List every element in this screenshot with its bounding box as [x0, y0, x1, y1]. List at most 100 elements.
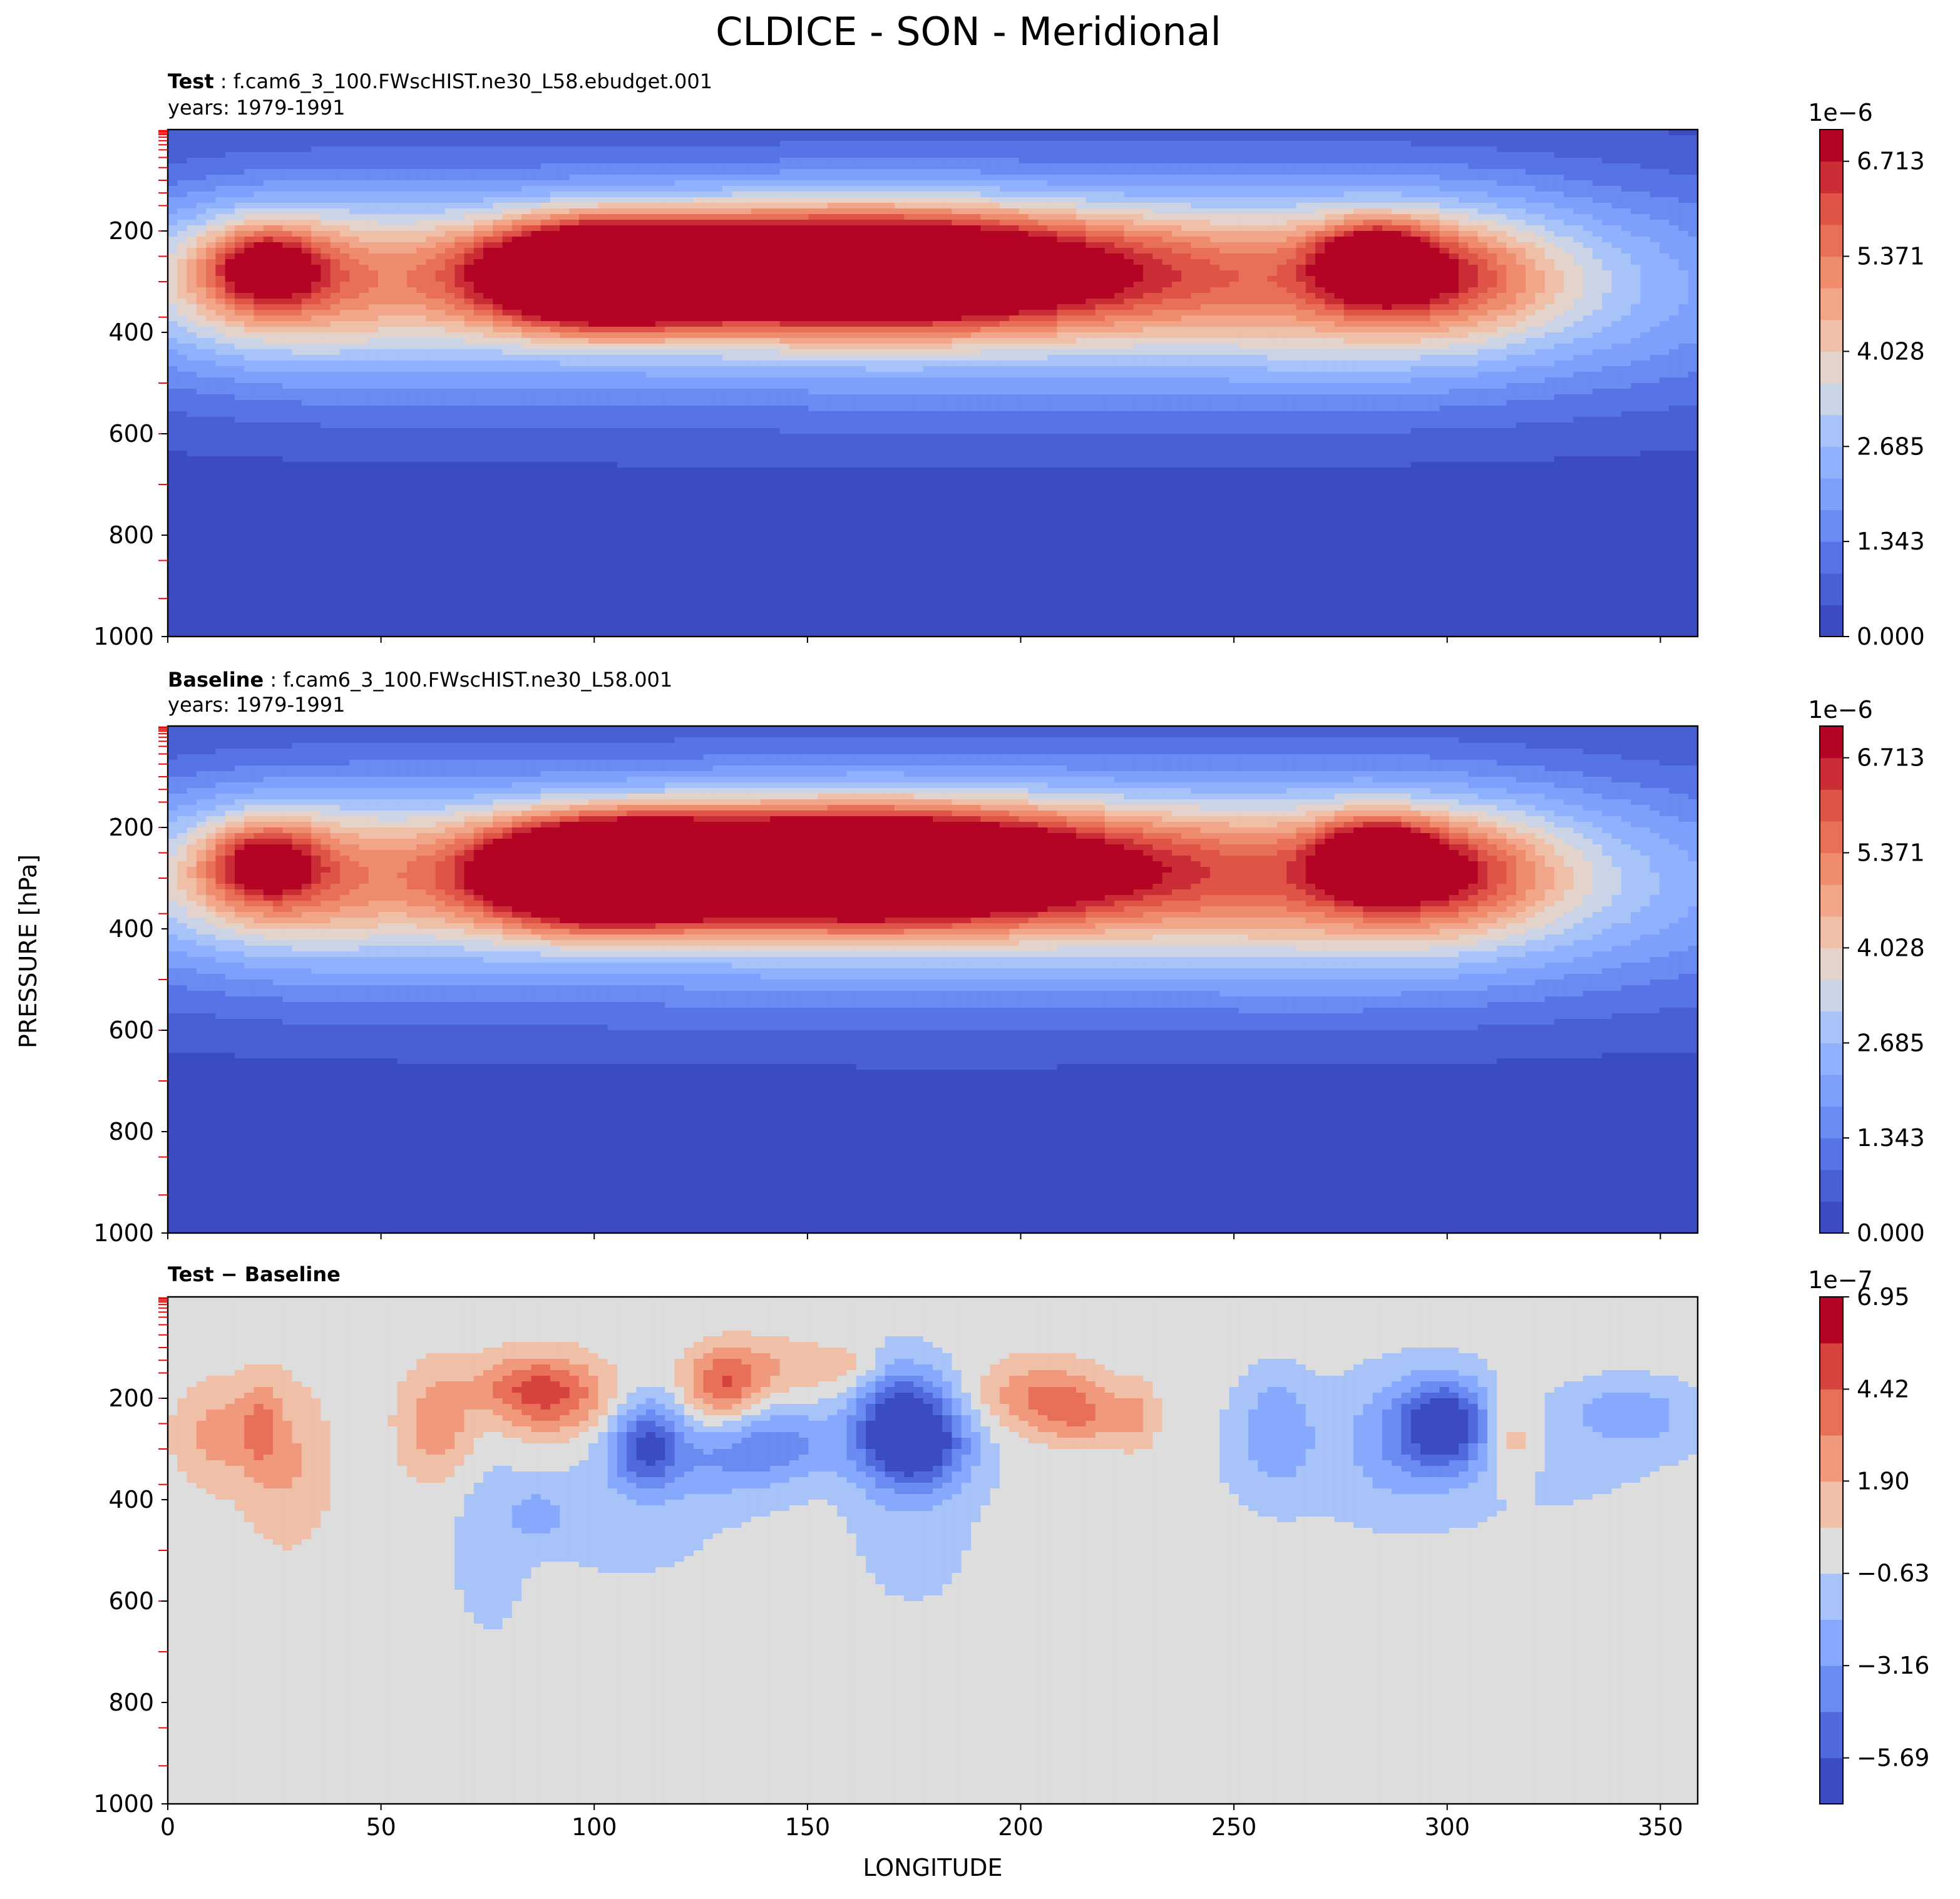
heatmap-cell	[1392, 282, 1402, 288]
heatmap-cell	[856, 141, 866, 147]
heatmap-cell	[302, 299, 312, 305]
heatmap-cell	[454, 214, 464, 220]
heatmap-cell	[1640, 175, 1650, 181]
heatmap-cell	[588, 175, 598, 181]
heatmap-cell	[1201, 270, 1211, 277]
heatmap-cell	[722, 225, 732, 232]
heatmap-cell	[1382, 270, 1392, 277]
heatmap-cell	[1134, 225, 1144, 232]
heatmap-cell	[398, 203, 408, 209]
heatmap-cell	[837, 270, 847, 277]
heatmap-cell	[1526, 265, 1536, 271]
heatmap-cell	[474, 287, 484, 294]
heatmap-cell	[302, 253, 312, 260]
heatmap-cell	[474, 186, 484, 192]
heatmap-cell	[1430, 180, 1440, 187]
heatmap-cell	[311, 220, 321, 226]
heatmap-cell	[895, 265, 905, 271]
heatmap-cell	[493, 225, 503, 232]
heatmap-cell	[1268, 299, 1278, 305]
heatmap-cell	[1669, 287, 1679, 294]
heatmap-cell	[168, 192, 178, 198]
heatmap-cell	[722, 282, 732, 288]
heatmap-cell	[1057, 146, 1067, 153]
heatmap-cell	[608, 152, 618, 158]
heatmap-cell	[1181, 152, 1191, 158]
heatmap-cell	[1507, 287, 1517, 294]
heatmap-cell	[1114, 248, 1124, 254]
heatmap-cell	[1057, 237, 1067, 243]
heatmap-cell	[904, 130, 914, 136]
heatmap-cell	[1593, 225, 1603, 232]
heatmap-cell	[292, 259, 302, 265]
heatmap-cell	[1459, 276, 1469, 282]
heatmap-cell	[302, 248, 312, 254]
heatmap-cell	[713, 141, 723, 147]
heatmap-cell	[1602, 237, 1612, 243]
heatmap-cell	[1650, 158, 1660, 164]
heatmap-cell	[302, 220, 312, 226]
heatmap-cell	[971, 180, 981, 187]
heatmap-cell	[187, 180, 197, 187]
heatmap-cell	[244, 242, 254, 248]
heatmap-cell	[560, 163, 570, 170]
heatmap-cell	[1583, 282, 1593, 288]
heatmap-cell	[933, 141, 943, 147]
heatmap-cell	[273, 192, 283, 198]
heatmap-cell	[713, 158, 723, 164]
heatmap-cell	[474, 208, 484, 215]
heatmap-cell	[1277, 180, 1287, 187]
heatmap-cell	[751, 293, 761, 299]
heatmap-cell	[847, 225, 857, 232]
heatmap-cell	[387, 186, 398, 192]
heatmap-cell	[197, 192, 207, 198]
heatmap-cell	[1344, 180, 1354, 187]
heatmap-cell	[1095, 242, 1106, 248]
heatmap-cell	[1335, 163, 1345, 170]
heatmap-cell	[1583, 225, 1593, 232]
heatmap-cell	[866, 293, 876, 299]
heatmap-cell	[359, 163, 369, 170]
heatmap-cell	[1114, 287, 1124, 294]
heatmap-cell	[1526, 242, 1536, 248]
heatmap-cell	[474, 237, 484, 243]
heatmap-cell	[732, 220, 742, 226]
heatmap-cell	[1047, 293, 1057, 299]
heatmap-cell	[1268, 231, 1278, 237]
heatmap-cell	[1583, 265, 1593, 271]
heatmap-cell	[751, 242, 761, 248]
heatmap-cell	[1248, 169, 1258, 175]
heatmap-cell	[1535, 259, 1545, 265]
heatmap-cell	[311, 146, 321, 153]
heatmap-cell	[913, 231, 923, 237]
heatmap-cell	[302, 135, 312, 141]
heatmap-cell	[311, 282, 321, 288]
heatmap-cell	[1067, 270, 1077, 277]
heatmap-cell	[1392, 135, 1402, 141]
heatmap-cell	[340, 265, 350, 271]
heatmap-cell	[387, 203, 398, 209]
heatmap-cell	[570, 282, 580, 288]
heatmap-cell	[349, 304, 359, 310]
heatmap-cell	[521, 276, 531, 282]
heatmap-cell	[962, 152, 972, 158]
heatmap-cell	[244, 135, 254, 141]
heatmap-cell	[655, 237, 665, 243]
heatmap-cell	[1363, 197, 1373, 203]
heatmap-cell	[1373, 180, 1383, 187]
heatmap-cell	[913, 152, 923, 158]
heatmap-cell	[483, 293, 493, 299]
heatmap-cell	[177, 231, 187, 237]
heatmap-cell	[1296, 135, 1306, 141]
heatmap-cell	[1201, 135, 1211, 141]
heatmap-cell	[235, 248, 245, 254]
heatmap-cell	[866, 276, 876, 282]
heatmap-cell	[1286, 231, 1296, 237]
heatmap-cell	[1268, 225, 1278, 232]
heatmap-cell	[1564, 237, 1574, 243]
heatmap-cell	[1554, 169, 1564, 175]
heatmap-cell	[1277, 299, 1287, 305]
heatmap-cell	[1029, 163, 1039, 170]
heatmap-cell	[1440, 130, 1450, 136]
heatmap-cell	[789, 152, 799, 158]
